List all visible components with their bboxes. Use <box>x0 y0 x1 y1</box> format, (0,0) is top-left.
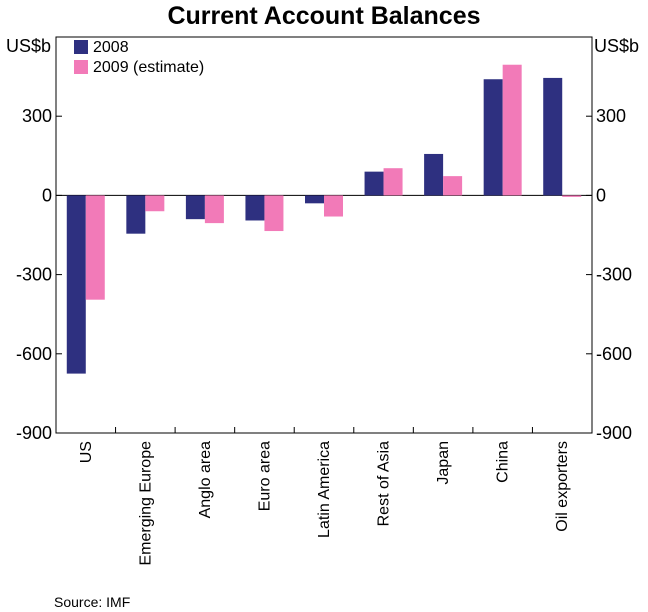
y-tick-label-left: 0 <box>42 185 52 205</box>
category-label: Emerging Europe <box>137 441 154 566</box>
bar-2008-us <box>66 195 86 374</box>
bar-2008-euro-area <box>245 195 265 221</box>
y-tick-label-right: 300 <box>596 106 626 126</box>
legend-swatch <box>74 40 88 54</box>
bar-2008-oil-exporters <box>543 77 563 196</box>
bar-2008-japan <box>424 153 444 196</box>
category-label: Japan <box>435 441 452 485</box>
axis-ticks: -900 -900 -600 -600 -300 -300 0 0 300 300 <box>16 106 632 443</box>
bar-2008-china <box>483 79 503 196</box>
bar-2008-rest-of-asia <box>364 171 384 196</box>
bar-2009-us <box>85 195 105 300</box>
y-axis-unit-left: US$b <box>6 36 52 56</box>
y-tick-label-left: -300 <box>16 265 52 285</box>
category-label: US <box>78 441 95 463</box>
y-tick-label-left: -600 <box>16 344 52 364</box>
category-labels: US Emerging Europe Anglo area Euro area Lati… <box>78 427 571 566</box>
bar-2008-anglo-area <box>185 195 205 220</box>
category-label: Euro area <box>256 441 273 511</box>
bar-2009-emerging-europe <box>145 195 165 212</box>
bar-2008-latin-america <box>305 195 324 204</box>
legend-label: 2009 (estimate) <box>93 59 204 76</box>
bars <box>66 64 582 374</box>
bar-2009-oil-exporters <box>562 195 582 197</box>
category-label: Rest of Asia <box>376 441 393 526</box>
bar-2009-japan <box>443 176 463 196</box>
y-axis-unit-right: US$b <box>594 36 640 56</box>
legend-label: 2008 <box>93 39 129 56</box>
y-tick-label-right: -600 <box>596 344 632 364</box>
bar-2009-rest-of-asia <box>383 168 403 196</box>
y-tick-label-left: -900 <box>16 423 52 443</box>
bar-2009-anglo-area <box>204 195 224 224</box>
legend: 2008 2009 (estimate) <box>74 39 204 76</box>
legend-swatch <box>74 60 88 74</box>
source-note: Source: IMF <box>54 594 131 610</box>
bar-2008-emerging-europe <box>126 195 146 234</box>
y-tick-label-right: -900 <box>596 423 632 443</box>
category-label: Latin America <box>316 441 333 538</box>
category-label: China <box>495 441 512 483</box>
y-tick-label-left: 300 <box>22 106 52 126</box>
y-tick-label-right: 0 <box>596 185 606 205</box>
bar-2009-latin-america <box>324 195 343 217</box>
category-label: Anglo area <box>197 441 214 518</box>
plot-frame <box>55 36 593 434</box>
bar-2009-euro-area <box>264 195 284 232</box>
chart-title: Current Account Balances <box>167 2 481 30</box>
bar-2009-china <box>502 64 522 196</box>
y-tick-label-right: -300 <box>596 265 632 285</box>
category-label: Oil exporters <box>554 441 571 532</box>
